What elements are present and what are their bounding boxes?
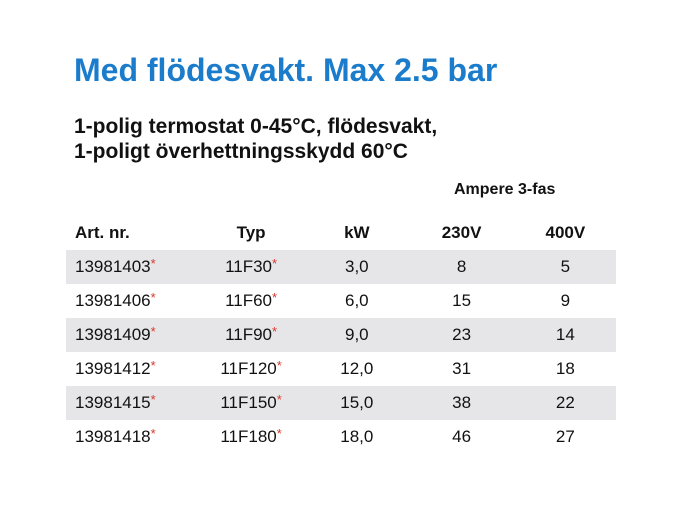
cell-value: 27 (555, 427, 575, 446)
cell-value: 13981415 (75, 393, 151, 412)
asterisk-mark: * (276, 392, 282, 407)
cell-value: 11F90 (225, 325, 273, 344)
cell-value: 6,0 (344, 291, 369, 310)
ampere-400v-cell: 22 (515, 393, 616, 413)
subtitle-line-2: 1-poligt överhettningsskydd 60°C (74, 140, 408, 163)
cell-value: 22 (555, 393, 575, 412)
asterisk-mark: * (272, 256, 278, 271)
cell-value: 13981403 (75, 257, 151, 276)
cell-value: 46 (452, 427, 472, 446)
cell-value: 11F60 (225, 291, 273, 310)
cell-value: 9 (560, 291, 571, 310)
cell-value: 15,0 (340, 393, 374, 412)
cell-value: 13981412 (75, 359, 151, 378)
cell-value: 38 (452, 393, 472, 412)
cell-value: 5 (560, 257, 571, 276)
kw-cell: 18,0 (305, 427, 408, 447)
ampere-230v-cell: 15 (408, 291, 514, 311)
ampere-230v-cell: 46 (408, 427, 514, 447)
asterisk-mark: * (276, 358, 282, 373)
ampere-group-header: Ampere 3-fas (454, 181, 556, 198)
header-typ: Typ (236, 223, 266, 242)
typ-cell: 11F60* (197, 290, 305, 311)
art-nr-cell: 13981418* (66, 426, 197, 447)
table-row: 13981418* 11F180* 18,0 46 27 (66, 420, 616, 454)
art-nr-cell: 13981409* (66, 324, 197, 345)
typ-cell: 11F120* (197, 358, 305, 379)
cell-value: 12,0 (340, 359, 374, 378)
kw-cell: 6,0 (305, 291, 408, 311)
table-row: 13981406* 11F60* 6,0 15 9 (66, 284, 616, 318)
cell-value: 14 (555, 325, 575, 344)
cell-value: 9,0 (344, 325, 369, 344)
cell-value: 18,0 (340, 427, 374, 446)
table-row: 13981415* 11F150* 15,0 38 22 (66, 386, 616, 420)
page-title: Med flödesvakt. Max 2.5 bar (74, 52, 498, 88)
header-400v: 400V (545, 223, 586, 242)
header-230v: 230V (441, 223, 482, 242)
asterisk-mark: * (150, 358, 156, 373)
art-nr-cell: 13981415* (66, 392, 197, 413)
typ-cell: 11F180* (197, 426, 305, 447)
typ-cell: 11F150* (197, 392, 305, 413)
ampere-230v-cell: 38 (408, 393, 514, 413)
ampere-400v-cell: 18 (515, 359, 616, 379)
cell-value: 15 (452, 291, 472, 310)
cell-value: 11F120 (220, 359, 277, 378)
asterisk-mark: * (150, 256, 156, 271)
ampere-230v-cell: 23 (408, 325, 514, 345)
header-kw: kW (344, 223, 370, 242)
ampere-230v-cell: 31 (408, 359, 514, 379)
cell-value: 8 (456, 257, 467, 276)
ampere-400v-cell: 5 (515, 257, 616, 277)
ampere-400v-cell: 9 (515, 291, 616, 311)
ampere-230v-cell: 8 (408, 257, 514, 277)
kw-cell: 15,0 (305, 393, 408, 413)
kw-cell: 3,0 (305, 257, 408, 277)
typ-cell: 11F90* (197, 324, 305, 345)
cell-value: 11F150 (220, 393, 277, 412)
asterisk-mark: * (150, 290, 156, 305)
art-nr-cell: 13981412* (66, 358, 197, 379)
cell-value: 31 (452, 359, 472, 378)
table-row: 13981412* 11F120* 12,0 31 18 (66, 352, 616, 386)
cell-value: 11F30 (225, 257, 273, 276)
cell-value: 23 (452, 325, 472, 344)
kw-cell: 9,0 (305, 325, 408, 345)
cell-value: 13981418 (75, 427, 151, 446)
table-header-row: Art. nr. Typ kW 230V 400V (66, 216, 616, 250)
asterisk-mark: * (150, 324, 156, 339)
kw-cell: 12,0 (305, 359, 408, 379)
art-nr-cell: 13981406* (66, 290, 197, 311)
asterisk-mark: * (150, 426, 156, 441)
table-row: 13981403* 11F30* 3,0 8 5 (66, 250, 616, 284)
asterisk-mark: * (272, 290, 278, 305)
header-art-nr: Art. nr. (75, 223, 130, 242)
cell-value: 13981409 (75, 325, 151, 344)
cell-value: 13981406 (75, 291, 151, 310)
ampere-400v-cell: 14 (515, 325, 616, 345)
asterisk-mark: * (272, 324, 278, 339)
asterisk-mark: * (276, 426, 282, 441)
table-row: 13981409* 11F90* 9,0 23 14 (66, 318, 616, 352)
subtitle-line-1: 1-polig termostat 0-45°C, flödesvakt, (74, 115, 438, 138)
typ-cell: 11F30* (197, 256, 305, 277)
cell-value: 18 (555, 359, 575, 378)
cell-value: 3,0 (344, 257, 369, 276)
cell-value: 11F180 (220, 427, 277, 446)
ampere-400v-cell: 27 (515, 427, 616, 447)
product-table: Art. nr. Typ kW 230V 400V 13981403* 11F30… (66, 216, 616, 454)
art-nr-cell: 13981403* (66, 256, 197, 277)
asterisk-mark: * (150, 392, 156, 407)
